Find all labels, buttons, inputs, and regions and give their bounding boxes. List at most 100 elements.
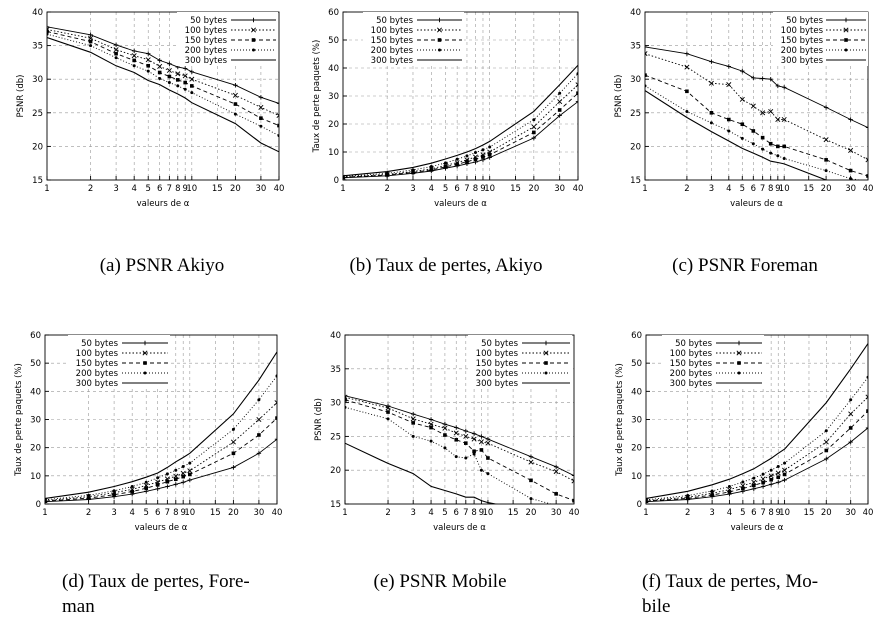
panel-a-series-1-point bbox=[88, 35, 94, 41]
panel-f-series-line-0 bbox=[646, 427, 868, 503]
panel-a-series-line-0 bbox=[47, 26, 279, 104]
panel-e-series-3-point bbox=[411, 434, 415, 438]
panel-d-series-3-point bbox=[188, 461, 192, 465]
panel-c-series-1-point bbox=[645, 51, 648, 57]
panel-d-series-3-point bbox=[257, 398, 261, 402]
panel-b-legend-label-3: 200 bytes bbox=[371, 46, 414, 56]
panel-d-y-tick-label: 30 bbox=[30, 416, 41, 426]
panel-c-series-3-point bbox=[685, 109, 689, 113]
panel-a-legend-marker-3 bbox=[252, 48, 255, 52]
panel-b-series-0-point bbox=[531, 135, 537, 141]
panel-d-series-2-point bbox=[275, 416, 277, 420]
panel-b-series-0-point bbox=[487, 155, 492, 160]
panel-f-series-2-point bbox=[866, 409, 868, 413]
panel-b-series-2-point bbox=[576, 91, 578, 95]
panel-c-series-0-point bbox=[768, 77, 773, 82]
panel-a-x-ticks: 1 2 3 4 5 6 7 8 910 15 20 30 40 bbox=[44, 176, 284, 194]
panel-f-series-1-point bbox=[848, 411, 854, 417]
panel-a-legend-label-2: 150 bytes bbox=[185, 36, 228, 46]
panel-d-series-2-point bbox=[173, 477, 178, 482]
panel-e-y-tick-label: 40 bbox=[330, 331, 341, 341]
panel-a-x-tick-label: 20 bbox=[230, 184, 241, 194]
panel-b-series-1-point bbox=[454, 160, 460, 166]
panel-c-legend-label-4: 300 bytes bbox=[781, 56, 824, 66]
panel-f-series-2-point bbox=[646, 499, 648, 503]
panel-c-legend-bg bbox=[773, 12, 868, 66]
panel-c-series-2-point bbox=[824, 158, 828, 162]
panel-b-series-2-point bbox=[443, 165, 448, 169]
panel-a-series-0-point bbox=[167, 61, 172, 66]
panel-c-series-1-point bbox=[848, 147, 854, 153]
panel-d-series-line-1 bbox=[45, 402, 277, 502]
panel-c-series-0-point bbox=[645, 44, 648, 50]
panel-d-series-line-3 bbox=[45, 375, 277, 501]
panel-d-series-3-point bbox=[275, 374, 277, 378]
panel-c-x-tick-label: 20 bbox=[821, 184, 832, 194]
panel-b-series-1-point bbox=[472, 154, 478, 160]
panel-b-series-2-point bbox=[343, 175, 345, 180]
panel-d-legend-bg bbox=[68, 335, 170, 389]
panel-d-y-label: Taux de perte paquets (%) bbox=[14, 363, 24, 477]
panel-e-x-tick-label: 6 bbox=[454, 508, 459, 518]
panel-f-y-tick-label: 40 bbox=[631, 387, 642, 397]
panel-e-series-line-0 bbox=[345, 395, 574, 477]
panel-a-legend-label-0: 50 bytes bbox=[190, 16, 228, 26]
panel-c-legend-marker-3 bbox=[844, 48, 848, 52]
panel-e-series-3-point bbox=[454, 455, 458, 459]
panel-e-x-tick-label: 20 bbox=[526, 508, 537, 518]
panel-a-x-tick-label: 2 bbox=[88, 184, 93, 194]
panel-d-series-line-0 bbox=[45, 438, 277, 503]
panel-f-x-tick-label: 10 bbox=[779, 508, 790, 518]
panel-e-legend-label-2: 150 bytes bbox=[476, 359, 519, 369]
panel-d-series-1-point bbox=[164, 476, 170, 482]
panel-a-series-line-4 bbox=[47, 36, 279, 153]
panel-c-x-tick-label: 3 bbox=[709, 184, 714, 194]
panel-b-series-1-point bbox=[487, 149, 493, 155]
panel-d-legend-marker-3 bbox=[143, 371, 147, 375]
panel-e-series-0-point bbox=[463, 428, 468, 434]
panel-a-series-3-point bbox=[158, 77, 162, 81]
panel-a-series-2-point bbox=[146, 63, 151, 68]
panel-d-series-1-point bbox=[274, 400, 277, 406]
panel-e-legend-label-3: 200 bytes bbox=[476, 369, 519, 379]
panel-b-series-3-point bbox=[558, 91, 562, 95]
panel-e-x-tick-label: 8 bbox=[471, 508, 476, 518]
panel-b-series-3-point bbox=[455, 157, 459, 161]
panel-b-series-2-point bbox=[481, 155, 485, 159]
panel-b-y-ticks: 0 10 20 30 40 50 60 bbox=[328, 8, 347, 186]
panel-d-series-1-point bbox=[111, 490, 117, 496]
panel-a-legend-marker-2 bbox=[251, 38, 256, 42]
panel-e-series-0-point bbox=[479, 434, 484, 439]
panel-b-series-1-point bbox=[575, 82, 578, 88]
panel-d-series bbox=[45, 351, 277, 504]
panel-d-x-tick-label: 1 bbox=[42, 508, 47, 518]
panel-a-legend-label-3: 200 bytes bbox=[185, 46, 228, 56]
panel-a-series-1-point bbox=[166, 67, 172, 73]
panel-a-series-1-point bbox=[189, 76, 195, 82]
panel-f-y-tick-label: 20 bbox=[631, 444, 642, 454]
panel-f-series-3-point bbox=[761, 472, 765, 476]
panel-d-series-1-point bbox=[187, 468, 193, 474]
panel-a-y-label: PSNR (db) bbox=[16, 75, 26, 118]
panel-e-series-3-point bbox=[472, 452, 476, 456]
panel-c-series-line-0 bbox=[645, 46, 868, 129]
panel-d-series-3-point bbox=[130, 485, 134, 489]
panel-e-series-0-point bbox=[553, 464, 559, 470]
panel-a-series-line-3 bbox=[47, 33, 279, 136]
panel-b-x-tick-label: 30 bbox=[554, 184, 565, 194]
panel-f-x-label: valeurs de α bbox=[731, 523, 784, 533]
panel-a-y-tick-label: 25 bbox=[32, 109, 43, 119]
panel-d-x-tick-label: 2 bbox=[86, 508, 91, 518]
panel-b-series-3-point bbox=[343, 175, 345, 179]
panel-c-series-2-point bbox=[866, 174, 868, 178]
panel-a-x-tick-label: 30 bbox=[255, 184, 266, 194]
caption-e: (e) PSNR Mobile bbox=[373, 571, 507, 592]
panel-a-series-0-point bbox=[276, 101, 279, 106]
panel-b-series-0-point bbox=[464, 161, 470, 166]
panel-e-series-0-point bbox=[528, 454, 534, 459]
panel-c-series-1-point bbox=[739, 96, 745, 102]
panel-f-x-tick-label: 8 bbox=[768, 508, 773, 518]
panel-b-series-line-1 bbox=[343, 84, 578, 178]
